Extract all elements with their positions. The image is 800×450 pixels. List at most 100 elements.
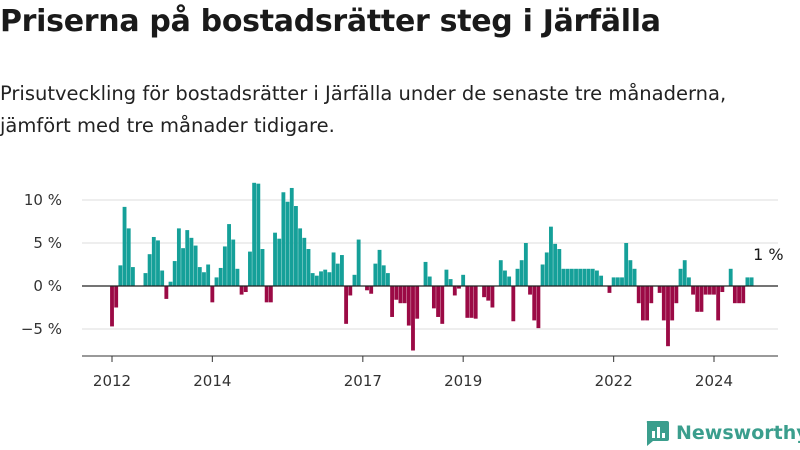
bar-negative — [482, 286, 486, 298]
gridlines — [82, 199, 778, 330]
bar-positive — [143, 273, 148, 286]
bar-negative — [666, 286, 670, 347]
bar-positive — [427, 276, 432, 286]
bar-positive — [498, 260, 503, 286]
bar-positive — [130, 267, 135, 286]
bar-positive — [523, 243, 528, 286]
bar-negative — [649, 286, 654, 304]
bar-positive — [381, 265, 386, 286]
bar-positive — [385, 273, 390, 286]
bar-negative — [490, 286, 495, 308]
bar-negative — [243, 286, 248, 293]
bar-negative — [465, 286, 470, 318]
bar-positive — [745, 277, 750, 286]
chart-title: Priserna på bostadsrätter steg i Järfäll… — [0, 4, 661, 39]
bar-negative — [511, 286, 516, 322]
bar-negative — [348, 286, 353, 296]
bar-positive — [340, 255, 344, 286]
bar-positive — [172, 261, 177, 286]
bar-negative — [473, 286, 478, 319]
bar-positive — [294, 206, 298, 286]
bar-positive — [352, 274, 357, 286]
bar-positive — [252, 182, 257, 286]
x-tick-label: 2022 — [595, 372, 633, 390]
bar-negative — [636, 286, 641, 304]
bar-positive — [620, 277, 624, 286]
chart-subtitle: Prisutveckling för bostadsrätter i Järfä… — [0, 82, 727, 137]
bar-positive — [319, 271, 323, 286]
bar-positive — [686, 277, 691, 286]
bar-positive — [377, 249, 382, 286]
axes — [82, 285, 778, 362]
bar-negative — [114, 286, 119, 308]
bar-positive — [248, 251, 252, 286]
bar-positive — [310, 273, 315, 286]
bar-negative — [239, 286, 244, 295]
bar-negative — [741, 286, 746, 304]
bar-negative — [703, 286, 708, 295]
bar-positive — [590, 268, 595, 286]
bar-positive — [168, 281, 173, 286]
bar-negative — [469, 286, 474, 318]
bar-positive — [323, 269, 328, 286]
bar-positive — [327, 272, 332, 286]
x-tick-label: 2017 — [344, 372, 382, 390]
bar-positive — [461, 274, 466, 286]
bar-positive — [277, 238, 282, 286]
bar-positive — [156, 240, 160, 286]
bar-negative — [657, 286, 662, 293]
x-tick-label: 2014 — [193, 372, 231, 390]
bar-negative — [411, 286, 415, 351]
bar-positive — [285, 201, 290, 286]
bar-positive — [160, 270, 165, 286]
bar-negative — [164, 286, 169, 299]
bar-positive — [235, 268, 240, 286]
y-tick-label: 5 % — [33, 234, 62, 252]
bar-positive — [540, 264, 545, 286]
y-tick-label: −5 % — [21, 320, 62, 338]
bar-positive — [448, 279, 453, 286]
bar-positive — [202, 272, 206, 286]
bar-negative — [674, 286, 679, 304]
bar-negative — [532, 286, 537, 321]
x-tick-label: 2019 — [444, 372, 482, 390]
x-tick-label: 2024 — [695, 372, 733, 390]
bar-positive — [189, 237, 194, 286]
bar-positive — [231, 239, 236, 286]
bar-negative — [415, 286, 420, 319]
bar-negative — [344, 286, 349, 324]
bar-positive — [335, 263, 340, 286]
bar-negative — [737, 286, 741, 304]
bar-positive — [519, 260, 524, 286]
bar-positive — [298, 228, 303, 286]
bar-negative — [670, 286, 675, 321]
bars — [110, 182, 754, 351]
bar-negative — [452, 286, 457, 296]
bar-negative — [268, 286, 273, 303]
bar-negative — [695, 286, 700, 312]
y-tick-label: 0 % — [33, 277, 62, 295]
bar-positive — [632, 268, 637, 286]
bar-positive — [569, 268, 574, 286]
bar-positive — [561, 268, 566, 286]
bar-positive — [331, 252, 336, 286]
bar-positive — [553, 243, 558, 286]
bar-positive — [557, 249, 562, 286]
bar-negative — [536, 286, 541, 329]
bar-negative — [398, 286, 403, 304]
bar-negative — [528, 286, 532, 295]
labels: −5 % 0 % 5 % 10 % 2012 2014 2017 2019 2022 2024 1 … — [21, 191, 784, 390]
bar-negative — [661, 286, 666, 321]
bar-positive — [749, 277, 754, 286]
bar-positive — [227, 224, 231, 286]
bar-negative — [645, 286, 650, 321]
annotation-last-value: 1 % — [753, 245, 783, 264]
bar-negative — [406, 286, 411, 326]
bar-negative — [402, 286, 407, 304]
bar-positive — [373, 263, 378, 286]
bar-positive — [574, 268, 578, 286]
bar-positive — [615, 277, 620, 286]
bar-negative — [436, 286, 440, 317]
bar-positive — [206, 264, 211, 286]
